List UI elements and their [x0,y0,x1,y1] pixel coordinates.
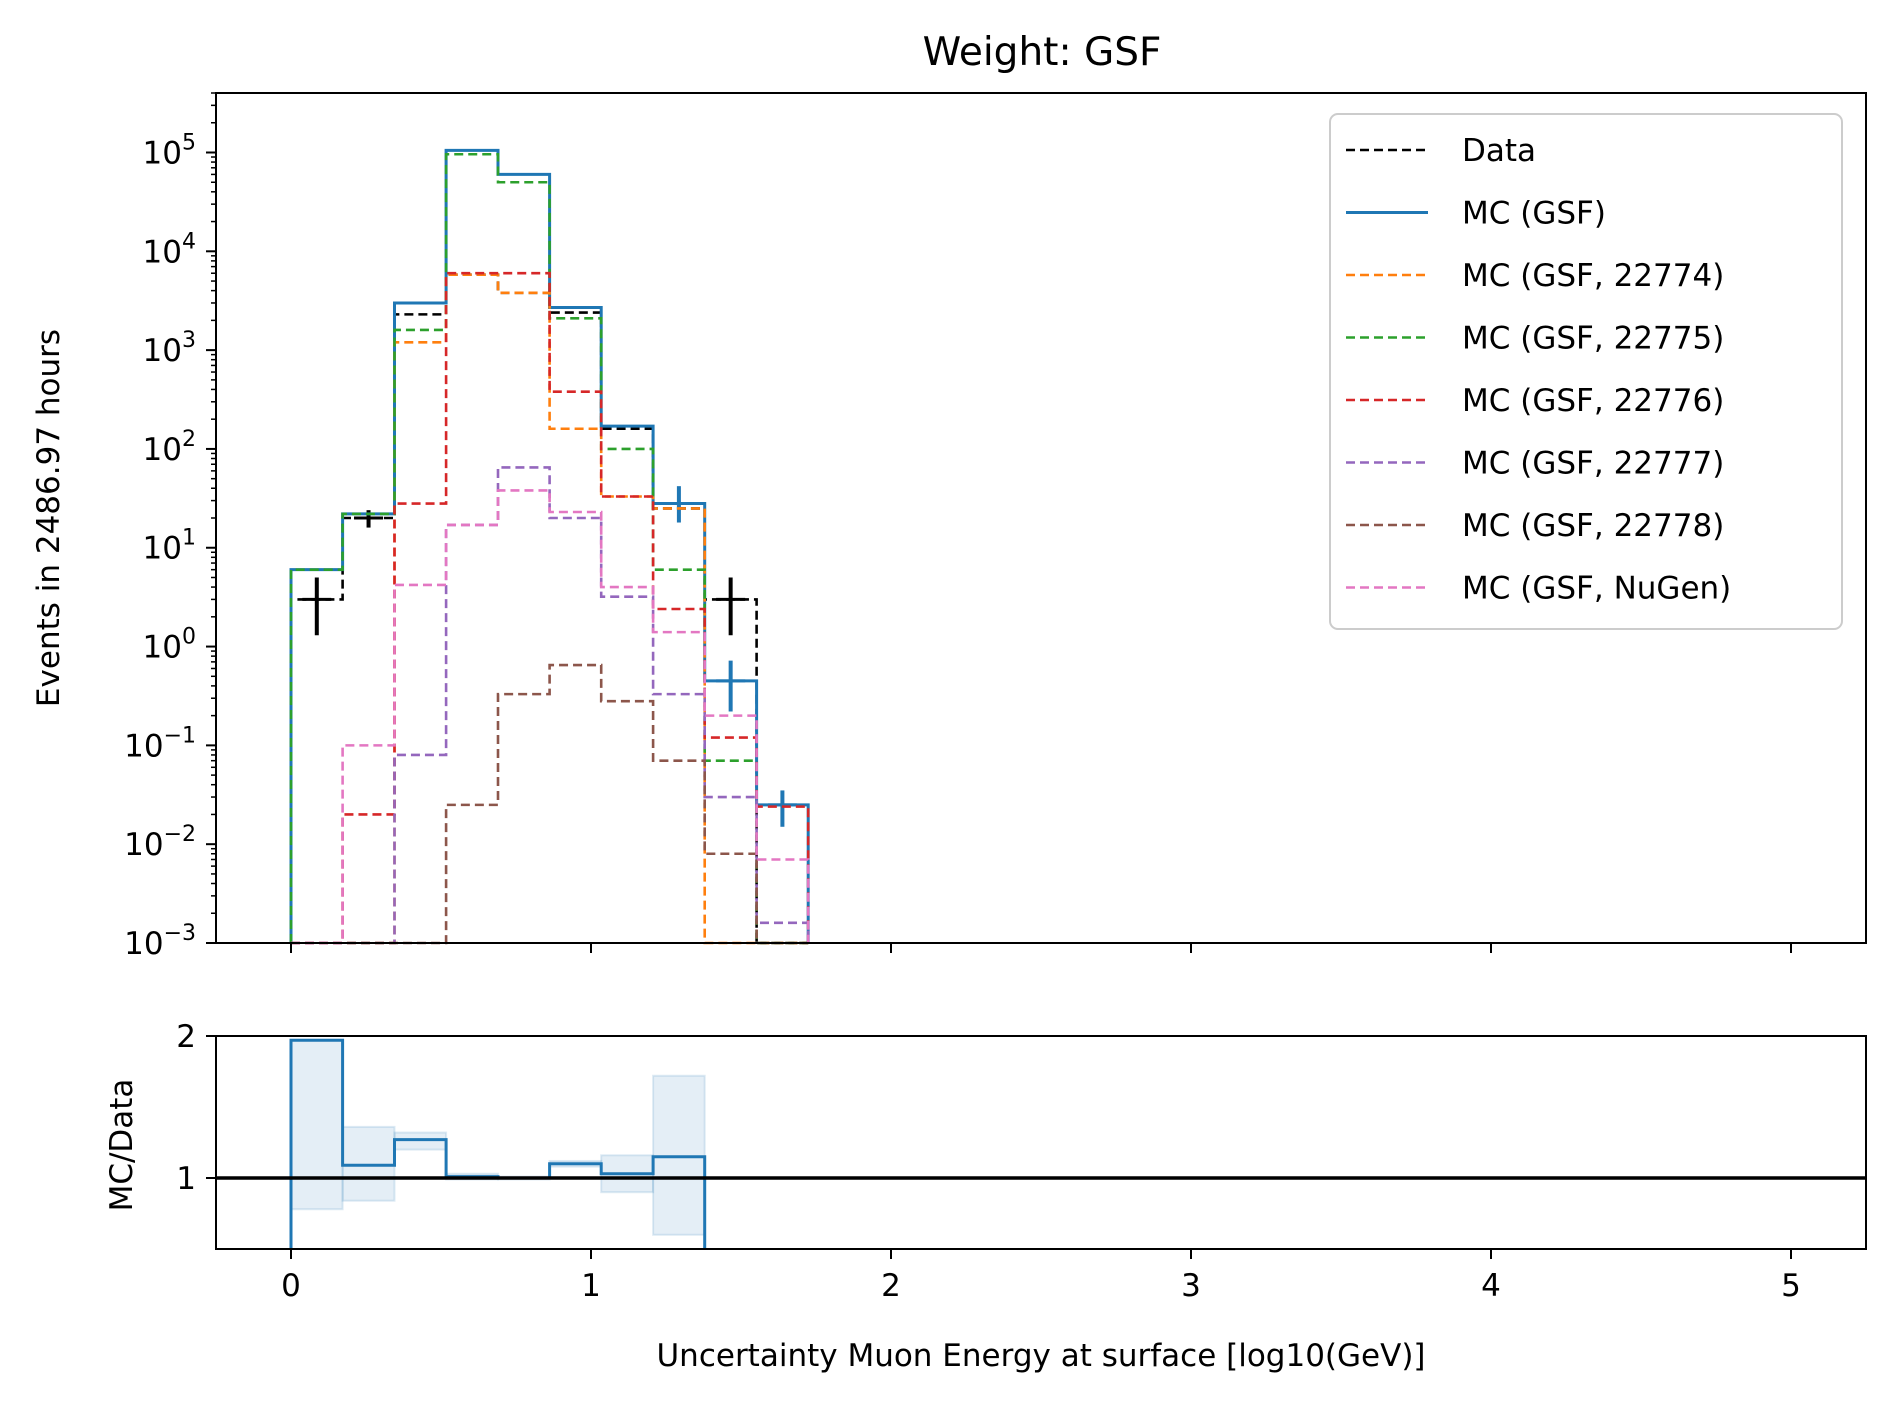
main-x-axis-ticks [290,943,1792,953]
ratio-y-tick-label: 2 [176,1019,196,1055]
x-tick-label: 0 [281,1268,301,1304]
legend-label-mc-gsf-22777: MC (GSF, 22777) [1462,446,1724,482]
y-tick-label: 103 [143,328,196,369]
x-tick-label: 5 [1781,1268,1801,1304]
legend-label-mc-gsf-22775: MC (GSF, 22775) [1462,321,1724,357]
legend-label-data: Data [1462,133,1536,169]
x-tick-label: 1 [581,1268,601,1304]
legend-label-mc-gsf: MC (GSF) [1462,196,1606,232]
ratio-y-tick-label: 1 [176,1161,196,1197]
chart-title: Weight: GSF [923,30,1162,75]
legend-label-mc-gsf-22776: MC (GSF, 22776) [1462,383,1724,419]
ratio-y-axis-ticks: 12 [176,1019,216,1197]
y-tick-label: 100 [143,625,196,666]
series-line-mc-gsf-nugen [291,489,810,945]
x-tick-label: 4 [1481,1268,1501,1304]
main-y-axis-ticks: 10−3 10−2 10−1 100 101 102 103 104 105 [124,92,216,962]
main-y-axis-label: Events in 2486.97 hours [31,329,67,707]
legend: Data MC (GSF) MC (GSF, 22774) MC (GSF, 2277… [1329,113,1843,630]
y-tick-label: 10−1 [124,723,196,764]
legend-label-mc-gsf-22774: MC (GSF, 22774) [1462,258,1724,294]
y-tick-label: 104 [143,229,196,270]
x-tick-label: 2 [881,1268,901,1304]
y-tick-label: 102 [143,427,196,468]
legend-frame [1329,113,1843,630]
x-tick-label: 3 [1181,1268,1201,1304]
x-axis-label: Uncertainty Muon Energy at surface [log1… [656,1338,1425,1374]
y-tick-label: 10−2 [124,822,196,863]
main-plot-frame [215,92,1867,944]
ratio-plot-marks [216,1038,1866,1249]
legend-label-mc-gsf-22778: MC (GSF, 22778) [1462,508,1724,544]
legend-label-mc-gsf-nugen: MC (GSF, NuGen) [1462,571,1731,607]
ratio-plot-frame [215,1035,1867,1250]
main-plot-marks [289,148,810,945]
series-line-mc-gsf-22775 [289,152,809,945]
y-tick-label: 105 [143,130,196,171]
ratio-y-axis-label: MC/Data [104,1079,140,1212]
ratio-band-0 [290,1039,344,1211]
y-tick-label: 10−3 [124,921,196,962]
series-line-mc-gsf-22777 [291,466,810,945]
y-tick-label: 101 [143,526,196,567]
main-plot-panel: 10−3 10−2 10−1 100 101 102 103 104 105 Events in… [31,92,1867,962]
ratio-x-axis-ticks: 0 1 2 3 4 5 [281,1249,1801,1304]
